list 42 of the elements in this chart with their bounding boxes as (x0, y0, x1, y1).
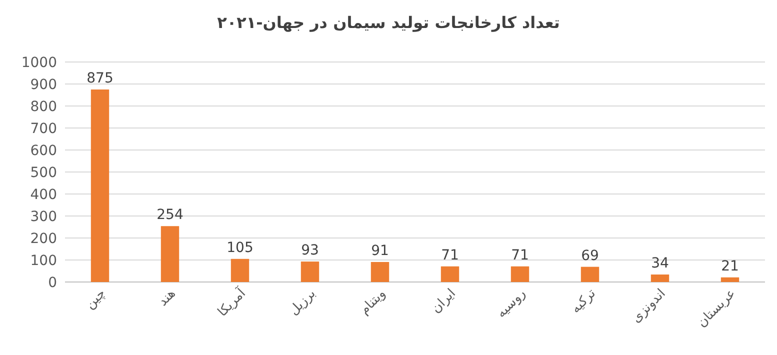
x-tick-label: ترکیه (568, 286, 600, 317)
y-tick-label: 600 (30, 143, 57, 159)
x-tick-label: ایران (428, 286, 459, 316)
data-label: 254 (156, 207, 184, 224)
bar (300, 262, 320, 282)
data-label: 875 (86, 70, 114, 86)
data-label: 34 (651, 256, 669, 272)
x-tick-label: چین (82, 286, 109, 312)
y-tick-label: 800 (30, 99, 57, 115)
data-label: 69 (581, 248, 599, 264)
y-tick-label: 1000 (21, 55, 57, 71)
x-tick-label: عربستان (694, 286, 739, 330)
data-label: 21 (721, 258, 739, 274)
y-tick-label: 300 (30, 209, 57, 225)
y-tick-label: 500 (30, 165, 57, 181)
bar (440, 266, 460, 282)
bar (720, 277, 740, 282)
bar (370, 262, 390, 282)
y-tick-label: 200 (30, 231, 57, 247)
y-tick-label: 100 (30, 253, 57, 269)
x-tick-label: برزیل (286, 286, 319, 318)
bar (510, 266, 530, 282)
data-label: 91 (371, 242, 389, 259)
bar (160, 226, 180, 282)
x-tick-label: آمریکا (214, 284, 250, 320)
y-tick-label: 0 (48, 275, 57, 291)
y-tick-label: 700 (30, 121, 57, 137)
x-tick-label: روسیه (494, 286, 529, 322)
data-label: 105 (226, 240, 254, 256)
y-tick-label: 400 (30, 187, 57, 203)
data-label: 93 (301, 242, 319, 259)
x-tick-label: ویتنام (357, 286, 389, 318)
x-tick-label: اندونزی (629, 286, 669, 326)
y-tick-label: 900 (30, 77, 57, 93)
bar (650, 274, 670, 282)
bar (230, 258, 250, 282)
data-label: 71 (441, 247, 459, 264)
data-label: 71 (511, 247, 529, 264)
bar (90, 90, 110, 282)
bar (580, 266, 600, 282)
x-tick-label: هند (156, 286, 179, 310)
chart-title: تعداد کارخانجات تولید سیمان در جهان-۲۰۲۱ (217, 13, 560, 32)
